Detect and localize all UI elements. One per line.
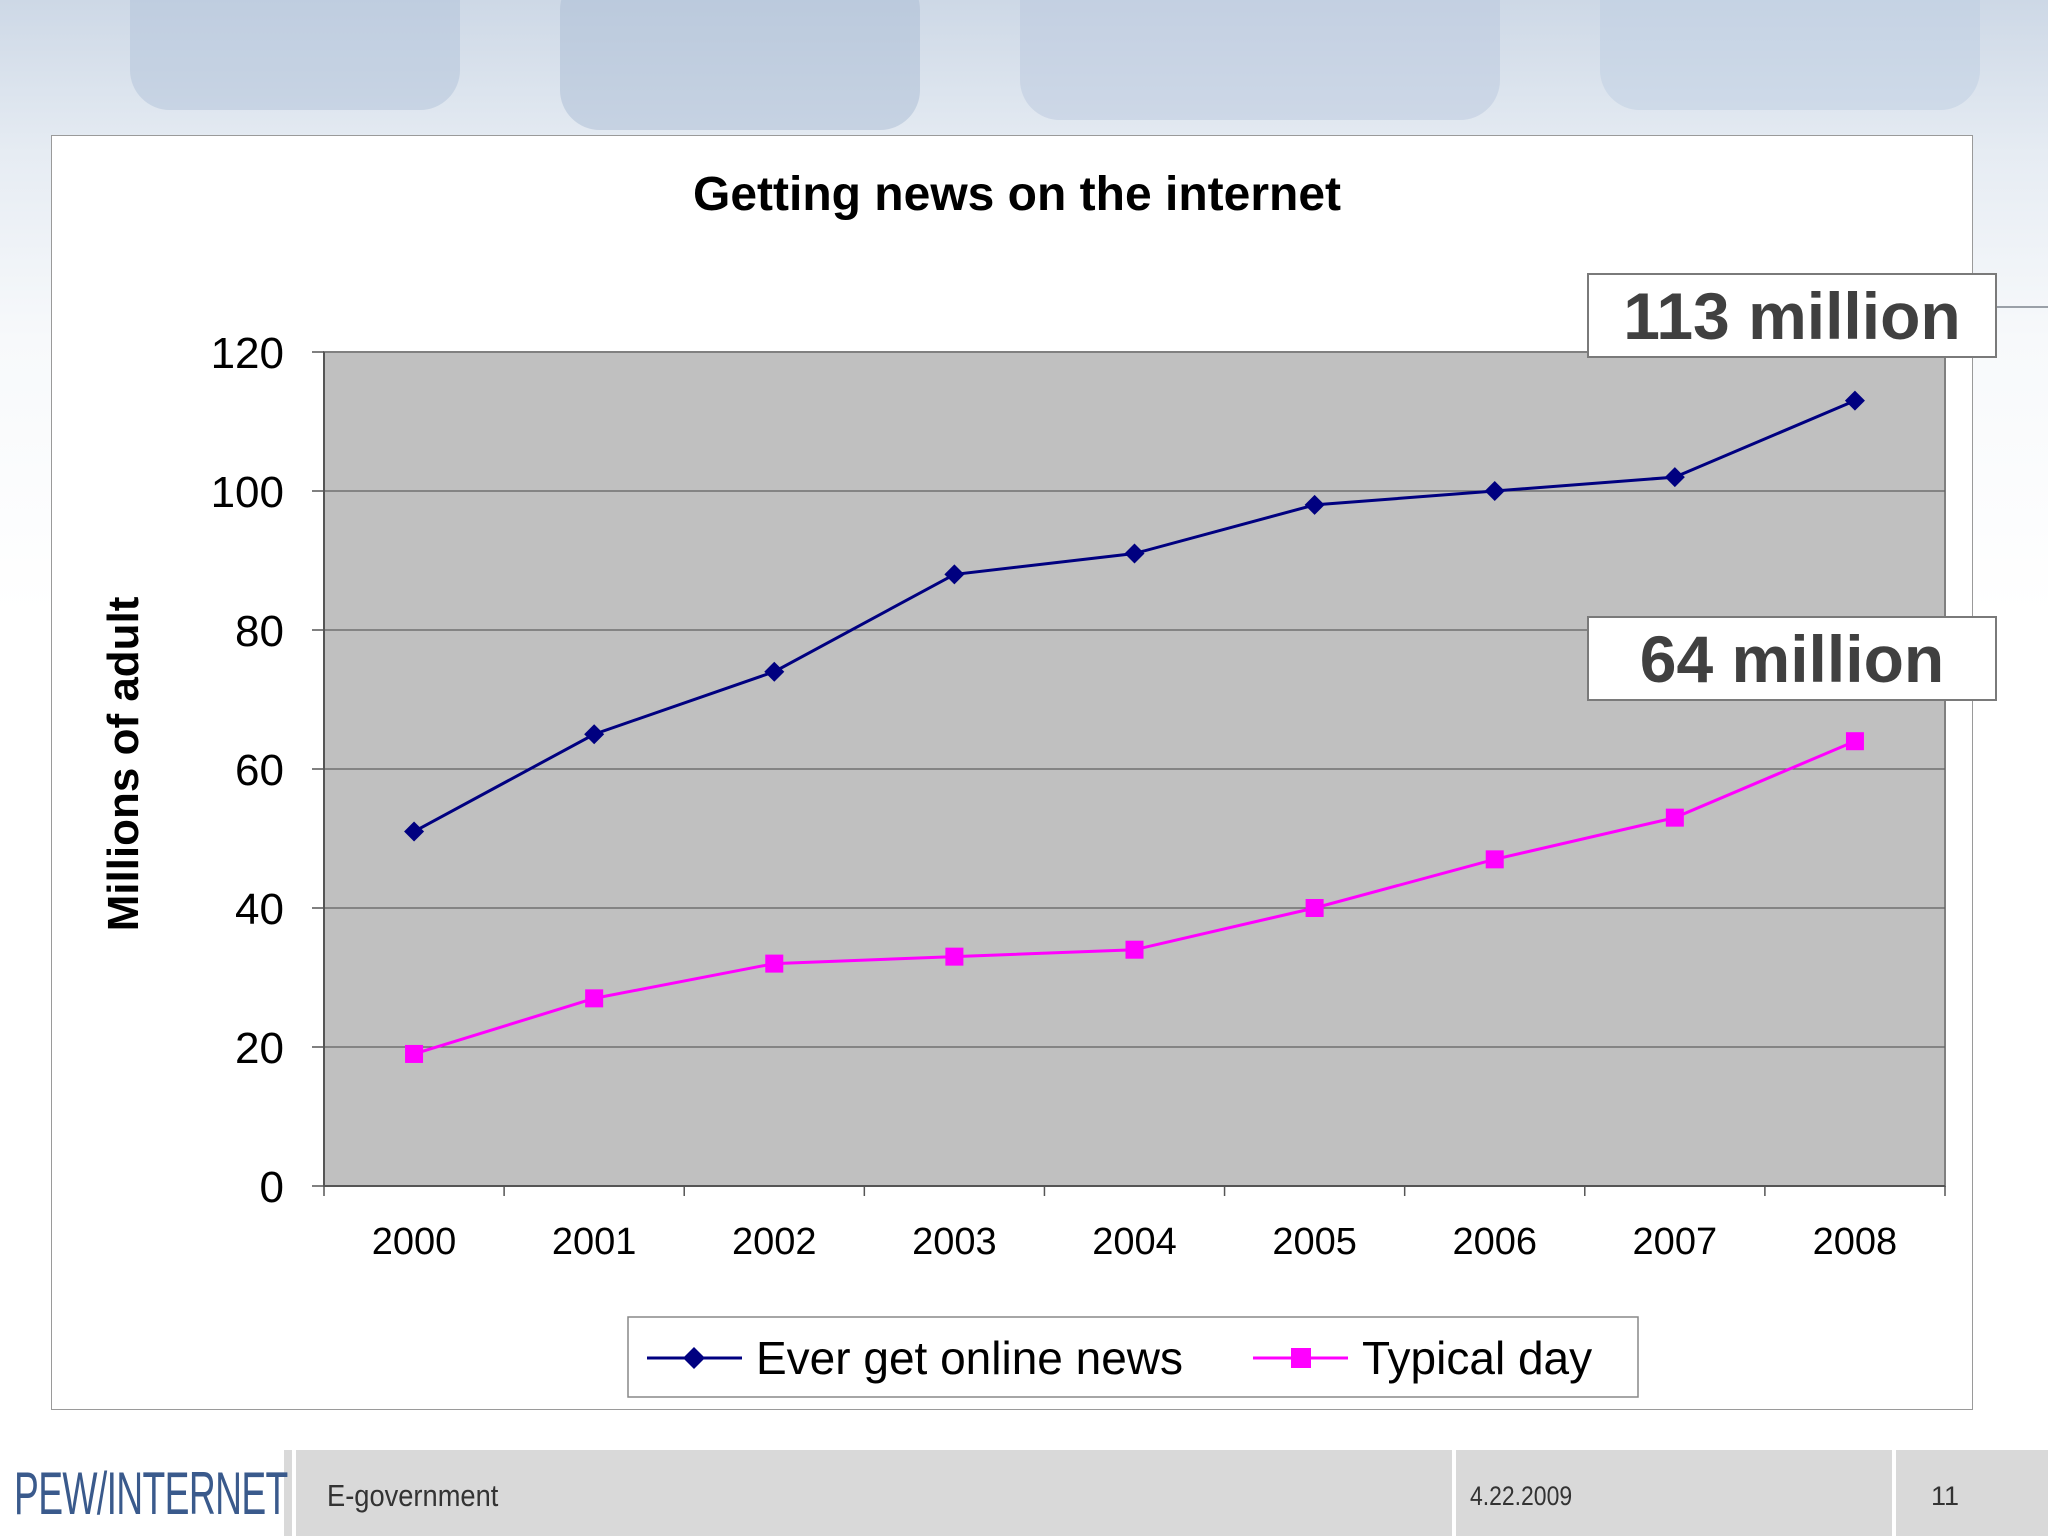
- legend-box: [627, 1316, 1639, 1398]
- legend-series2-marker: [1291, 1348, 1311, 1368]
- legend-series1-label: Ever get online news: [756, 1332, 1183, 1384]
- footer-date: 4.22.2009: [1470, 1481, 1573, 1511]
- x-tick-label: 2002: [732, 1221, 817, 1263]
- x-tick-label: 2001: [552, 1221, 637, 1263]
- data-point-diamond: [764, 661, 785, 682]
- data-point-square: [405, 1044, 424, 1063]
- y-tick-label: 0: [260, 1163, 284, 1212]
- x-tick-label: 2006: [1452, 1221, 1537, 1263]
- footer-divider: [292, 1450, 296, 1536]
- callout-connector: [1997, 306, 2048, 308]
- chart-title: Getting news on the internet: [693, 168, 1341, 221]
- pew-internet-logo: PEW/INTERNET: [14, 1460, 288, 1527]
- x-tick-label: 2005: [1272, 1221, 1357, 1263]
- background-key-shape: [560, 0, 920, 130]
- plot-area: 0 20 40 60 80 100 120 2000 2001 2002 2003 2004 2005 2…: [211, 329, 1946, 1263]
- line-chart: Getting news on the internet 0 20 40 60 80 10…: [99, 168, 1946, 1398]
- data-point-square: [1305, 899, 1324, 917]
- y-tick-label: 80: [235, 607, 284, 656]
- y-axis-label: Millions of adult: [99, 596, 148, 931]
- logo-area: [0, 1450, 284, 1536]
- data-point-square: [945, 947, 964, 966]
- data-point-square: [1125, 940, 1144, 959]
- data-point-diamond: [944, 564, 965, 585]
- legend-series1-marker: [683, 1347, 705, 1369]
- callout-64-million: 64 million: [1587, 616, 1997, 701]
- data-point-square: [585, 989, 604, 1008]
- data-point-diamond: [1484, 481, 1505, 501]
- x-tick-label: 2008: [1813, 1221, 1898, 1263]
- data-point-diamond: [1844, 390, 1865, 411]
- footer-title: E-government: [327, 1478, 499, 1513]
- y-tick-label: 120: [211, 329, 284, 378]
- background-key-shape: [130, 0, 460, 110]
- page-number: 11: [1931, 1481, 1960, 1511]
- legend-series2-label: Typical day: [1362, 1332, 1592, 1384]
- x-tick-label: 2003: [912, 1221, 997, 1263]
- footer-divider: [1452, 1450, 1456, 1536]
- x-tick-label: 2000: [372, 1221, 457, 1263]
- background-key-shape: [1020, 0, 1500, 120]
- data-point-diamond: [1304, 494, 1325, 515]
- data-point-square: [765, 954, 784, 973]
- background-key-shape: [1600, 0, 1980, 110]
- footer-divider: [1892, 1450, 1896, 1536]
- data-point-diamond: [1124, 543, 1145, 564]
- data-point-diamond: [404, 821, 425, 842]
- data-point-diamond: [1664, 467, 1685, 488]
- y-tick-label: 40: [235, 885, 284, 934]
- data-point-square: [1845, 732, 1864, 751]
- footer-bar: [0, 1450, 2048, 1536]
- y-tick-label: 60: [235, 746, 284, 795]
- x-tick-label: 2004: [1092, 1221, 1177, 1263]
- y-tick-label: 100: [211, 468, 284, 517]
- callout-113-million: 113 million: [1587, 273, 1997, 358]
- legend: Ever get online news Typical day: [627, 1316, 1639, 1398]
- x-tick-label: 2007: [1633, 1221, 1718, 1263]
- data-point-square: [1665, 808, 1684, 827]
- data-point-square: [1485, 850, 1504, 869]
- y-tick-label: 20: [235, 1024, 284, 1073]
- data-point-diamond: [584, 724, 605, 745]
